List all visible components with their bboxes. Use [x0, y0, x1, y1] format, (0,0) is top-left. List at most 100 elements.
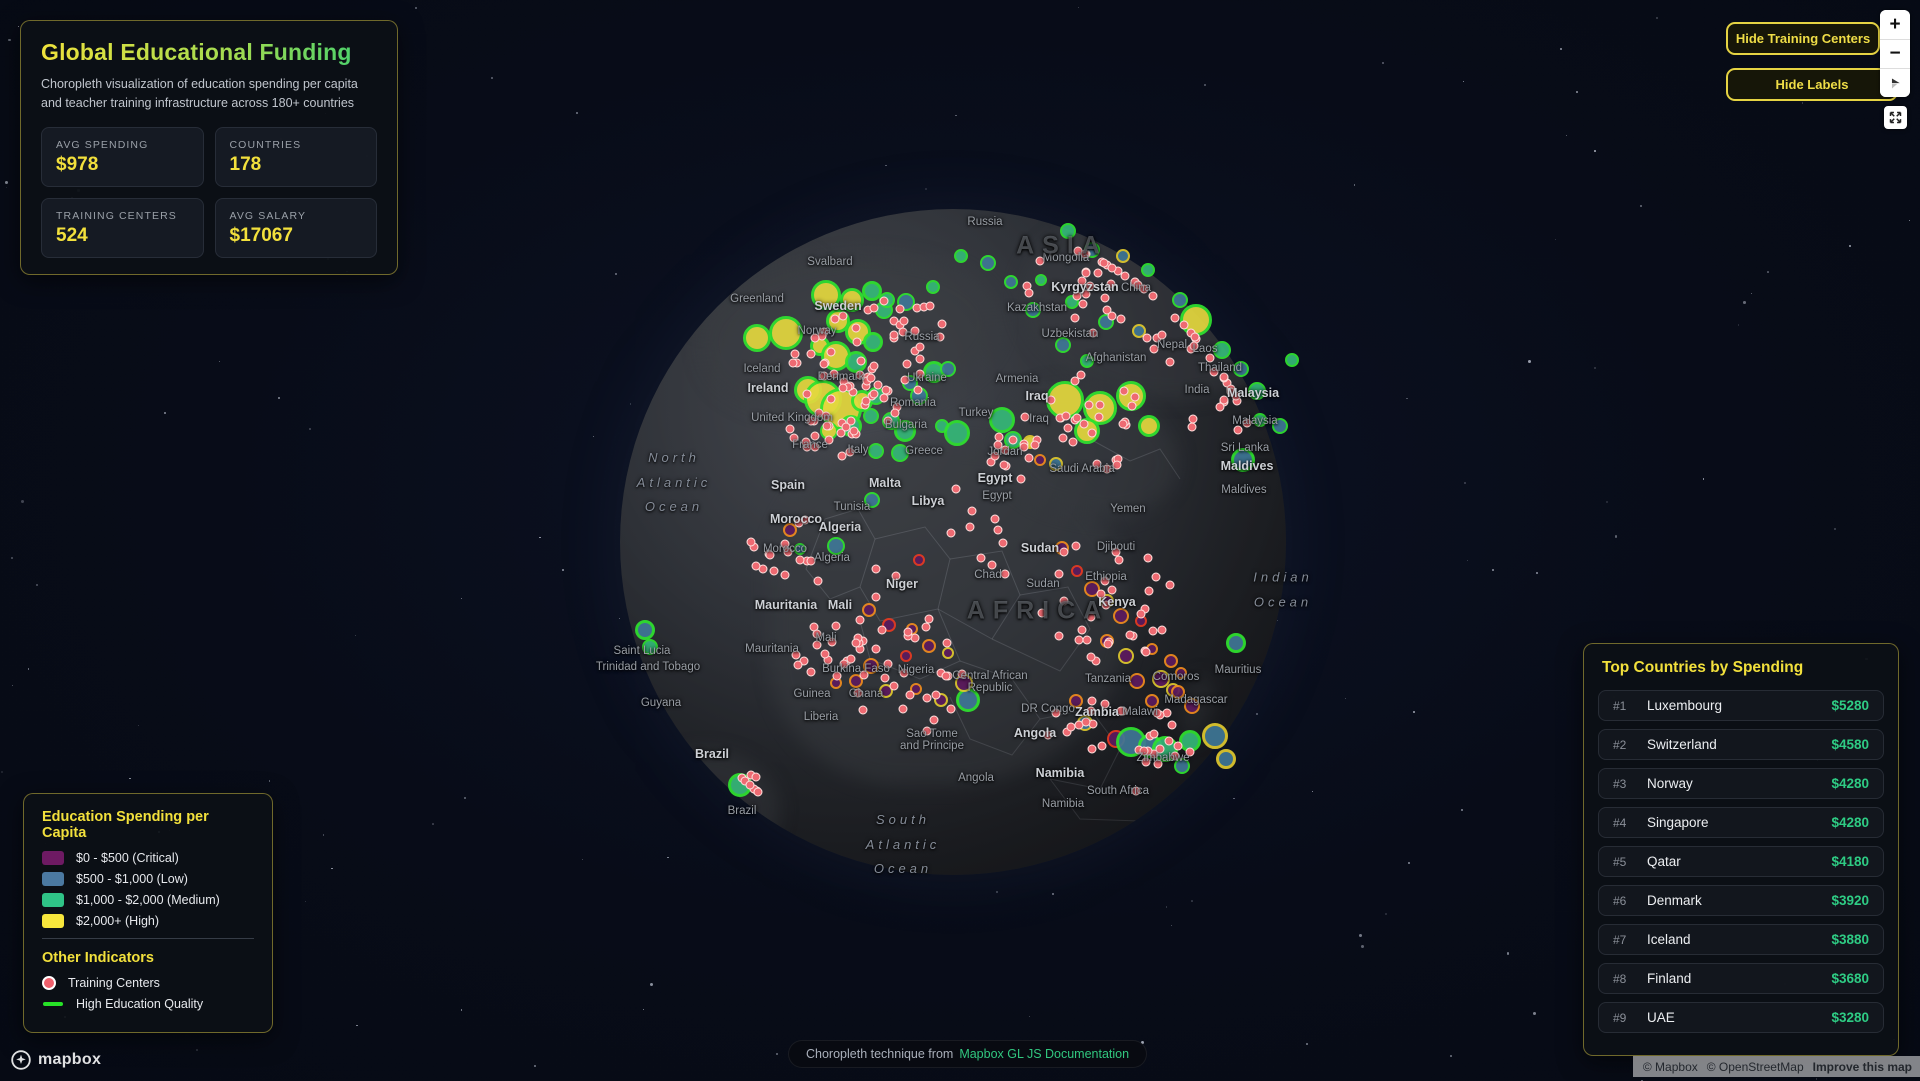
training-center-dot[interactable] — [1113, 266, 1123, 276]
training-center-dot[interactable] — [841, 422, 851, 431]
training-center-dot[interactable] — [813, 576, 823, 586]
country-bubble[interactable] — [1069, 694, 1083, 708]
training-center-dot[interactable] — [806, 556, 816, 566]
training-center-dot[interactable] — [1185, 747, 1195, 757]
hide-training-centers-button[interactable]: Hide Training Centers — [1726, 22, 1880, 55]
training-center-dot[interactable] — [929, 715, 939, 725]
training-center-dot[interactable] — [1100, 699, 1110, 709]
country-bubble[interactable] — [1055, 337, 1071, 353]
training-center-dot[interactable] — [993, 525, 1003, 535]
training-center-dot[interactable] — [903, 627, 913, 637]
training-center-dot[interactable] — [1072, 413, 1082, 423]
training-center-dot[interactable] — [1155, 744, 1165, 754]
country-bubble[interactable] — [769, 316, 803, 350]
country-ranking-row[interactable]: #4 Singapore $4280 — [1598, 807, 1884, 838]
training-center-dot[interactable] — [1037, 608, 1047, 618]
training-center-dot[interactable] — [1061, 411, 1070, 421]
country-bubble[interactable] — [1231, 448, 1255, 472]
training-center-dot[interactable] — [1152, 708, 1162, 718]
country-bubble[interactable] — [940, 361, 956, 377]
training-center-dot[interactable] — [812, 640, 822, 650]
training-center-dot[interactable] — [1008, 435, 1018, 445]
training-center-dot[interactable] — [853, 688, 863, 697]
training-center-dot[interactable] — [990, 514, 1000, 524]
country-bubble[interactable] — [1172, 292, 1188, 308]
training-center-dot[interactable] — [1054, 569, 1064, 579]
country-bubble[interactable] — [1025, 302, 1041, 318]
training-center-dot[interactable] — [819, 359, 829, 368]
training-center-dot[interactable] — [801, 437, 811, 447]
country-bubble[interactable] — [827, 537, 845, 555]
training-center-dot[interactable] — [1157, 625, 1167, 635]
training-center-dot[interactable] — [1143, 553, 1153, 563]
training-center-dot[interactable] — [859, 670, 869, 680]
country-bubble[interactable] — [1141, 263, 1155, 277]
training-center-dot[interactable] — [899, 316, 909, 326]
zoom-out-button[interactable]: − — [1880, 39, 1910, 68]
training-center-dot[interactable] — [1233, 425, 1243, 435]
training-center-dot[interactable] — [967, 506, 976, 515]
country-bubble[interactable] — [1004, 275, 1018, 289]
training-center-dot[interactable] — [902, 359, 912, 369]
training-center-dot[interactable] — [822, 421, 832, 431]
country-bubble[interactable] — [1084, 581, 1100, 597]
country-bubble[interactable] — [1129, 673, 1145, 689]
training-center-dot[interactable] — [1035, 256, 1045, 266]
training-center-dot[interactable] — [951, 484, 961, 494]
training-center-dot[interactable] — [1173, 741, 1183, 751]
training-center-dot[interactable] — [1066, 722, 1076, 732]
training-center-dot[interactable] — [1107, 585, 1117, 595]
country-bubble[interactable] — [1116, 249, 1130, 263]
training-center-dot[interactable] — [941, 671, 951, 681]
country-bubble[interactable] — [1272, 418, 1288, 434]
training-center-dot[interactable] — [942, 638, 952, 648]
training-center-dot[interactable] — [869, 303, 879, 313]
country-bubble[interactable] — [783, 523, 797, 537]
training-center-dot[interactable] — [1114, 555, 1124, 565]
training-center-dot[interactable] — [869, 389, 879, 399]
training-center-dot[interactable] — [1081, 717, 1091, 727]
country-bubble[interactable] — [980, 255, 996, 271]
training-center-dot[interactable] — [883, 416, 893, 426]
training-center-dot[interactable] — [1106, 279, 1116, 289]
training-center-dot[interactable] — [890, 408, 900, 418]
training-center-dot[interactable] — [895, 304, 905, 314]
training-center-dot[interactable] — [1058, 433, 1068, 443]
training-center-dot[interactable] — [794, 518, 804, 528]
training-center-dot[interactable] — [913, 385, 923, 395]
country-ranking-row[interactable]: #7 Iceland $3880 — [1598, 924, 1884, 955]
country-bubble[interactable] — [1285, 353, 1299, 367]
training-center-dot[interactable] — [845, 447, 855, 457]
training-center-dot[interactable] — [1119, 386, 1129, 396]
training-center-dot[interactable] — [746, 537, 756, 547]
training-center-dot[interactable] — [751, 772, 760, 782]
training-center-dot[interactable] — [1030, 440, 1040, 450]
country-bubble[interactable] — [1233, 361, 1249, 377]
training-center-dot[interactable] — [1153, 759, 1163, 768]
training-center-dot[interactable] — [931, 690, 941, 700]
training-center-dot[interactable] — [1086, 706, 1096, 715]
training-center-dot[interactable] — [846, 416, 856, 426]
training-center-dot[interactable] — [1205, 353, 1215, 363]
training-center-dot[interactable] — [827, 637, 836, 647]
training-center-dot[interactable] — [1136, 609, 1146, 619]
training-center-dot[interactable] — [1151, 572, 1161, 582]
training-center-dot[interactable] — [1170, 313, 1180, 323]
training-center-dot[interactable] — [873, 380, 883, 390]
training-center-dot[interactable] — [1189, 341, 1199, 351]
country-bubble[interactable] — [635, 620, 655, 640]
training-center-dot[interactable] — [806, 349, 816, 359]
training-center-dot[interactable] — [1179, 320, 1189, 330]
training-center-dot[interactable] — [1093, 268, 1102, 278]
training-center-dot[interactable] — [1116, 314, 1126, 324]
training-center-dot[interactable] — [871, 564, 881, 574]
training-center-dot[interactable] — [1164, 736, 1174, 746]
training-center-dot[interactable] — [1080, 249, 1089, 259]
training-center-dot[interactable] — [821, 411, 831, 421]
training-center-dot[interactable] — [1131, 786, 1141, 795]
country-bubble[interactable] — [1118, 648, 1134, 664]
country-bubble[interactable] — [864, 492, 880, 508]
training-center-dot[interactable] — [1070, 376, 1080, 386]
country-bubble[interactable] — [642, 639, 658, 655]
training-center-dot[interactable] — [1063, 423, 1072, 433]
